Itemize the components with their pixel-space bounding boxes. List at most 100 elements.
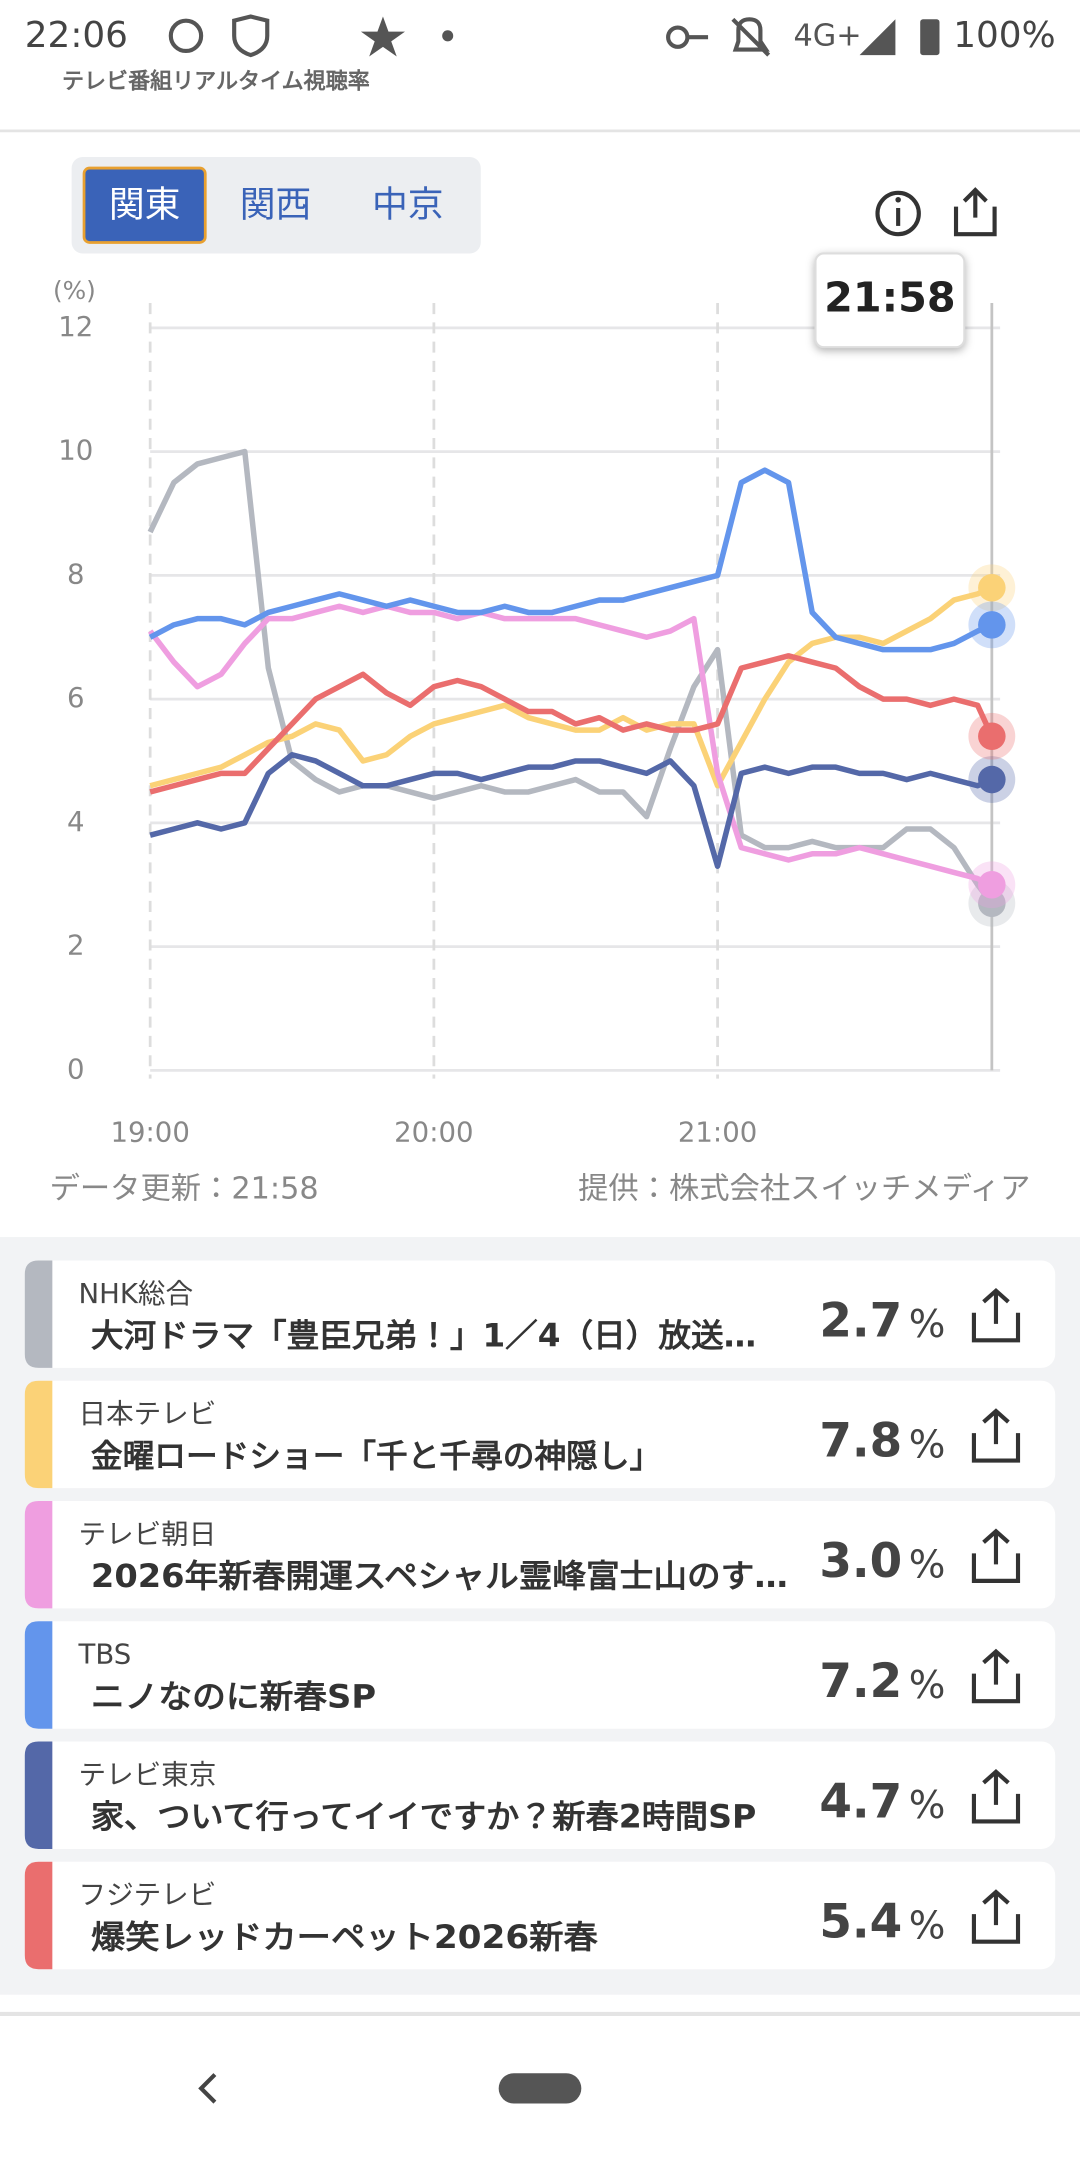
status-icon [232, 14, 270, 58]
tab-selected[interactable] [82, 166, 207, 244]
program-title: 家、ついて行ってイイですか？新春2時間SP [91, 1800, 756, 1836]
share-button[interactable] [953, 187, 997, 237]
header-bg [0, 0, 1080, 131]
card-bg[interactable] [24, 1260, 1056, 1368]
series-line [148, 467, 993, 653]
channel-color [24, 1260, 53, 1368]
rating-unit: % [909, 1543, 946, 1588]
rating: 2.7 [819, 1294, 902, 1348]
y-tick-label: 10 [58, 435, 93, 467]
chart: (%) 0 2 4 6 8 10 12 19:00 20:00 21:00 [53, 276, 1016, 1149]
x-tick-label: 20:00 [394, 1117, 473, 1149]
battery-icon [920, 19, 940, 56]
card-bg[interactable] [24, 1380, 1056, 1489]
share-icon[interactable] [953, 206, 997, 237]
share-icon[interactable] [962, 187, 988, 218]
share-icon[interactable] [971, 1288, 1021, 1343]
mute-icon [731, 17, 771, 57]
info-icon[interactable] [895, 196, 901, 203]
share-icon[interactable] [971, 1528, 1021, 1583]
status-icon [360, 16, 405, 57]
series-line [147, 448, 995, 905]
info-button[interactable] [875, 190, 921, 237]
tooltip-text: 21:58 [824, 273, 956, 321]
end-dot [978, 765, 1006, 794]
end-dot [978, 611, 1006, 639]
rating: 5.4 [819, 1896, 902, 1950]
end-dot [978, 870, 1006, 899]
status-network: 4G+ [793, 19, 861, 54]
channel-name: 日本テレビ [79, 1398, 217, 1430]
end-dot [978, 722, 1006, 751]
rating-unit: % [909, 1903, 946, 1948]
provider: 提供：株式会社スイッチメディア [578, 1172, 1030, 1207]
channel-color [24, 1380, 53, 1489]
end-dot [978, 573, 1006, 602]
y-tick-label: 8 [67, 558, 85, 590]
app-title: テレビ番組リアルタイム視聴率 [62, 69, 370, 95]
rating: 7.8 [819, 1415, 902, 1469]
share-icon[interactable] [971, 1769, 1021, 1824]
tooltip: 21:58 [814, 252, 966, 349]
program-title: 金曜ロードショー「千と千尋の神隠し」 [91, 1439, 661, 1475]
program-title: 爆笑レッドカーペット2026新春 [91, 1919, 598, 1956]
signal-icon [859, 19, 896, 56]
x-tick-label: 21:00 [678, 1117, 757, 1149]
channel-name: TBS [78, 1639, 132, 1671]
program-title: 2026年新春開運スペシャル霊峰富士山のす… [91, 1559, 788, 1595]
series-line [149, 752, 993, 869]
channel-name: テレビ東京 [79, 1759, 217, 1791]
card-bg[interactable] [24, 1861, 1056, 1970]
share-icon[interactable] [971, 1408, 1021, 1463]
channel-color [24, 1500, 53, 1609]
card-bg[interactable] [24, 1741, 1056, 1849]
share-icon[interactable] [971, 1648, 1021, 1704]
channel-name: フジテレビ [79, 1879, 217, 1911]
x-tick-label: 19:00 [110, 1117, 189, 1149]
back-button[interactable] [198, 2073, 217, 2104]
tab[interactable]: 中京 [372, 185, 444, 226]
home-button[interactable] [498, 2073, 582, 2104]
y-tick-label: 6 [67, 682, 85, 714]
program-title: 大河ドラマ「豊臣兄弟！」1／4（日）放送… [91, 1319, 756, 1355]
rating-unit: % [909, 1663, 946, 1708]
program-title: ニノなのに新春SP [91, 1679, 376, 1715]
share-icon[interactable] [971, 1889, 1021, 1944]
status-icon [168, 18, 204, 54]
rating: 4.7 [819, 1775, 902, 1829]
series-line [149, 585, 993, 789]
channel-card[interactable]: テレビ朝日 2026年新春開運スペシャル霊峰富士山のす… 3.0% [24, 1500, 1056, 1609]
card-bg[interactable] [24, 1621, 1056, 1729]
rating: 3.0 [819, 1535, 902, 1589]
y-unit-label: (%) [53, 276, 96, 305]
rating-unit: % [909, 1783, 946, 1828]
tab[interactable]: 関東 [109, 185, 181, 226]
rating-unit: % [909, 1422, 946, 1467]
y-tick-label: 12 [58, 311, 93, 343]
info-icon[interactable] [875, 190, 921, 237]
update-time: データ更新：21:58 [50, 1172, 319, 1207]
status-icon [442, 30, 454, 42]
y-tick-label: 2 [67, 930, 85, 962]
status-time: 22:06 [25, 15, 128, 56]
channel-card[interactable]: TBS ニノなのに新春SP 7.2% [24, 1621, 1056, 1729]
y-tick-label: 0 [67, 1053, 85, 1085]
card-bg[interactable] [24, 1500, 1056, 1609]
channel-color [24, 1621, 53, 1729]
channel-color [24, 1861, 53, 1970]
status-battery: 100% [953, 15, 1055, 56]
channel-color [24, 1741, 53, 1849]
rating: 7.2 [819, 1655, 902, 1709]
tooltip-box [814, 252, 966, 349]
tab[interactable]: 関西 [240, 185, 312, 226]
series-line [149, 653, 995, 795]
series-line [147, 603, 993, 888]
y-tick-label: 4 [67, 806, 85, 838]
